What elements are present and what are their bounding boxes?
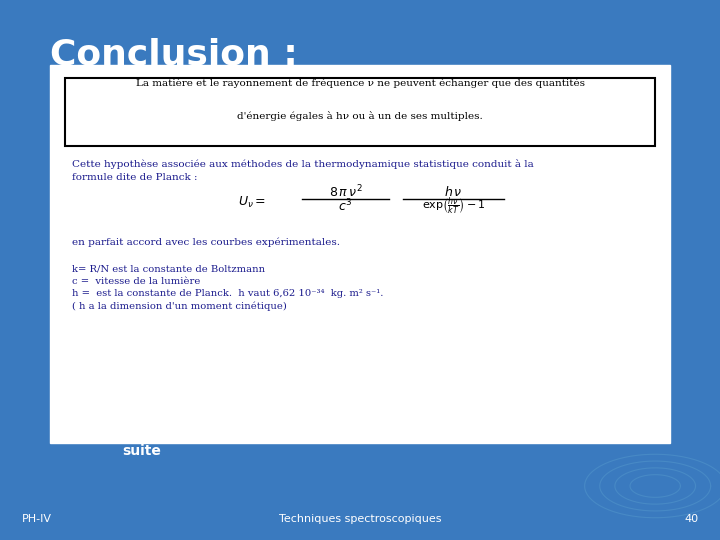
Text: La matière et le rayonnement de fréquence ν ne peuvent échanger que des quantité: La matière et le rayonnement de fréquenc…: [135, 79, 585, 89]
Text: $h\,\nu$: $h\,\nu$: [444, 185, 463, 199]
Text: $c^3$: $c^3$: [338, 198, 353, 214]
Text: en parfait accord avec les courbes expérimentales.: en parfait accord avec les courbes expér…: [72, 238, 340, 247]
Text: $8\,\pi\,\nu^2$: $8\,\pi\,\nu^2$: [329, 184, 362, 200]
FancyBboxPatch shape: [50, 65, 670, 443]
Text: Conclusion :: Conclusion :: [50, 38, 298, 72]
Text: d'énergie égales à hν ou à un de ses multiples.: d'énergie égales à hν ou à un de ses mul…: [237, 111, 483, 121]
Text: suite: suite: [122, 444, 161, 458]
Text: $U_\nu =$: $U_\nu =$: [238, 195, 266, 210]
FancyBboxPatch shape: [65, 78, 655, 146]
Text: Techniques spectroscopiques: Techniques spectroscopiques: [279, 514, 441, 524]
Text: 40: 40: [684, 514, 698, 524]
Text: PH-IV: PH-IV: [22, 514, 52, 524]
Text: h =  est la constante de Planck.  h vaut 6,62 10⁻³⁴  kg. m² s⁻¹.: h = est la constante de Planck. h vaut 6…: [72, 289, 383, 299]
Text: Cette hypothèse associée aux méthodes de la thermodynamique statistique conduit : Cette hypothèse associée aux méthodes de…: [72, 159, 534, 181]
Text: k= R/N est la constante de Boltzmann: k= R/N est la constante de Boltzmann: [72, 265, 265, 274]
Text: ( h a la dimension d'un moment cinétique): ( h a la dimension d'un moment cinétique…: [72, 302, 287, 312]
Text: c =  vitesse de la lumière: c = vitesse de la lumière: [72, 277, 200, 286]
Text: $\exp\!\left(\frac{h\nu}{kT}\right)-1$: $\exp\!\left(\frac{h\nu}{kT}\right)-1$: [422, 195, 485, 217]
